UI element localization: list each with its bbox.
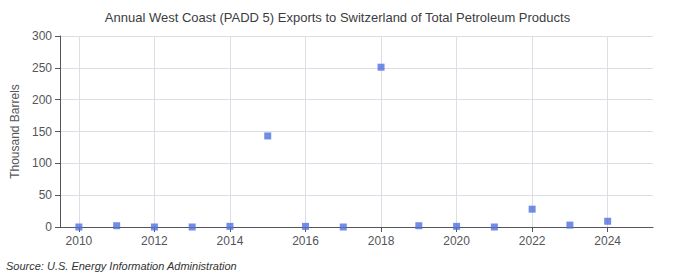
svg-text:200: 200 bbox=[32, 93, 52, 107]
svg-text:0: 0 bbox=[45, 220, 52, 234]
svg-text:2014: 2014 bbox=[217, 234, 244, 248]
svg-text:2010: 2010 bbox=[66, 234, 93, 248]
svg-text:Annual West Coast (PADD 5) Exp: Annual West Coast (PADD 5) Exports to Sw… bbox=[105, 10, 571, 25]
svg-text:100: 100 bbox=[32, 156, 52, 170]
svg-text:Thousand Barrels: Thousand Barrels bbox=[8, 84, 22, 179]
svg-text:2016: 2016 bbox=[292, 234, 319, 248]
svg-text:2018: 2018 bbox=[368, 234, 395, 248]
svg-text:150: 150 bbox=[32, 125, 52, 139]
svg-text:Source: U.S. Energy Informatio: Source: U.S. Energy Information Administ… bbox=[6, 260, 237, 272]
svg-text:2024: 2024 bbox=[594, 234, 621, 248]
svg-text:300: 300 bbox=[32, 29, 52, 43]
svg-text:2020: 2020 bbox=[443, 234, 470, 248]
svg-text:2022: 2022 bbox=[519, 234, 546, 248]
svg-text:250: 250 bbox=[32, 61, 52, 75]
svg-text:2012: 2012 bbox=[141, 234, 168, 248]
svg-text:50: 50 bbox=[39, 188, 53, 202]
